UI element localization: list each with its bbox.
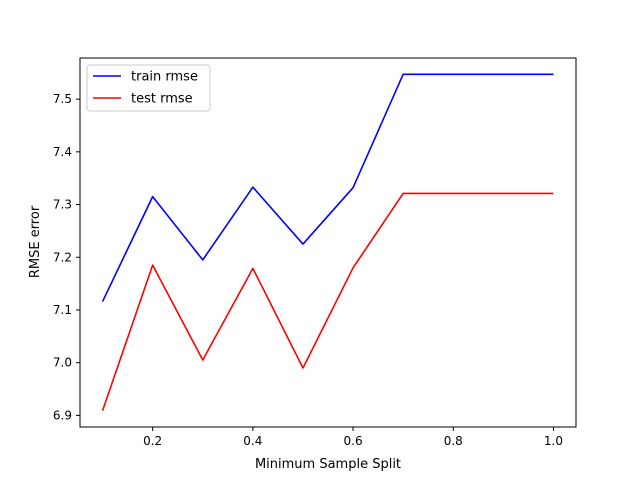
legend-label: train rmse <box>131 70 198 85</box>
y-tick-label: 7.0 <box>53 356 72 370</box>
plot-frame <box>79 57 577 428</box>
series-line-train-rmse <box>101 73 554 302</box>
x-tick-label: 0.6 <box>344 434 363 448</box>
y-tick-label: 7.4 <box>53 145 72 159</box>
y-tick-label: 6.9 <box>53 408 72 422</box>
legend-label: test rmse <box>131 92 193 107</box>
x-tick-label: 0.2 <box>143 434 162 448</box>
y-tick-label: 7.3 <box>53 198 72 212</box>
x-axis-label: Minimum Sample Split <box>255 457 401 472</box>
x-tick-label: 1.0 <box>544 434 563 448</box>
y-axis-label: RMSE error <box>28 205 43 278</box>
ticks-layer: 0.2 0.4 0.6 0.8 1.0 6.9 7.0 7.1 7.2 7.3 7.4 7.5 <box>53 92 563 448</box>
series-layer <box>101 73 554 411</box>
x-tick-label: 0.8 <box>444 434 463 448</box>
y-tick-label: 7.2 <box>53 250 72 264</box>
x-tick-label: 0.4 <box>243 434 262 448</box>
legend: train rmse test rmse <box>86 64 211 112</box>
y-tick-label: 7.1 <box>53 303 72 317</box>
y-tick-label: 7.5 <box>53 92 72 106</box>
series-line-test-rmse <box>101 192 554 411</box>
